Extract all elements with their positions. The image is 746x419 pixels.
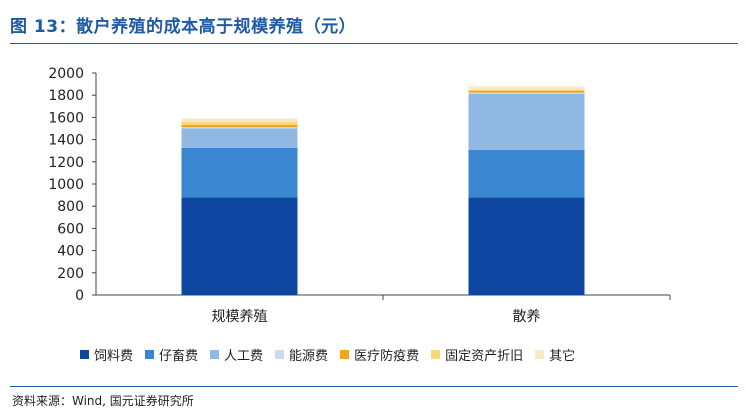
bar-segment-livestock-2 — [468, 149, 585, 198]
bar-segment-medical-2 — [468, 90, 585, 93]
legend-item-medical: 医疗防疫费 — [340, 345, 419, 364]
chart-title: 图 13：散户养殖的成本高于规模养殖（元） — [10, 17, 357, 37]
legend-item-labor: 人工费 — [210, 345, 263, 364]
chart-legend: 饲料费 仔畜费 人工费 能源费 医疗防疫费 固定资产折旧 其它 — [80, 344, 587, 364]
legend-label: 能源费 — [289, 348, 329, 364]
legend-label: 固定资产折旧 — [445, 348, 524, 364]
y-tick-label: 1800 — [48, 88, 84, 104]
legend-item-other: 其它 — [535, 345, 575, 364]
y-tick-label: 1600 — [48, 110, 84, 126]
x-tick-label: 规模养殖 — [212, 308, 268, 325]
bar-segment-medical-1 — [181, 124, 298, 128]
y-tick-label: 1400 — [48, 133, 84, 149]
legend-label: 医疗防疫费 — [354, 348, 420, 364]
y-tick-label: 0 — [75, 288, 84, 304]
legend-label: 饲料费 — [94, 348, 134, 364]
legend-label: 人工费 — [224, 348, 264, 364]
bar-segment-depreciation-1 — [181, 121, 298, 125]
bar-segment-feed-1 — [181, 197, 298, 295]
stacked-bar-chart: 0 200 400 600 800 1000 1200 1400 1600 1800 2000 规模养… — [48, 66, 671, 325]
footer-divider — [10, 386, 738, 387]
bar-segment-labor-2 — [468, 93, 585, 150]
legend-swatch — [340, 349, 350, 359]
bar-segment-feed-2 — [468, 197, 585, 295]
y-tick-label: 600 — [57, 221, 84, 237]
y-tick-label: 1200 — [48, 155, 84, 171]
title-divider — [10, 43, 738, 44]
bar-segment-depreciation-2 — [468, 89, 585, 91]
bar-segment-other-2 — [468, 86, 585, 90]
bar-segment-other-1 — [181, 118, 298, 122]
bar-segment-energy-1 — [181, 127, 298, 129]
source-note: 资料来源：Wind, 国元证券研究所 — [12, 394, 194, 408]
legend-swatch — [431, 349, 441, 359]
legend-swatch — [145, 349, 155, 359]
legend-item-energy: 能源费 — [275, 345, 328, 364]
bar-segment-energy-2 — [468, 92, 585, 94]
legend-item-feed: 饲料费 — [80, 345, 133, 364]
bar-segment-livestock-1 — [181, 147, 298, 198]
y-tick-label: 800 — [57, 199, 84, 215]
legend-label: 其它 — [549, 348, 576, 364]
legend-swatch — [275, 349, 285, 359]
legend-swatch — [535, 349, 545, 359]
legend-item-depreciation: 固定资产折旧 — [431, 345, 523, 364]
y-tick-label: 400 — [57, 244, 84, 260]
bar-segment-labor-1 — [181, 128, 298, 148]
legend-label: 仔畜费 — [159, 348, 199, 364]
y-tick-label: 200 — [57, 266, 84, 282]
legend-item-livestock: 仔畜费 — [145, 345, 198, 364]
legend-swatch — [80, 349, 89, 359]
x-tick-label: 散养 — [513, 309, 541, 325]
y-tick-label: 2000 — [48, 66, 84, 82]
legend-swatch — [210, 349, 220, 359]
y-tick-label: 1000 — [48, 177, 84, 193]
